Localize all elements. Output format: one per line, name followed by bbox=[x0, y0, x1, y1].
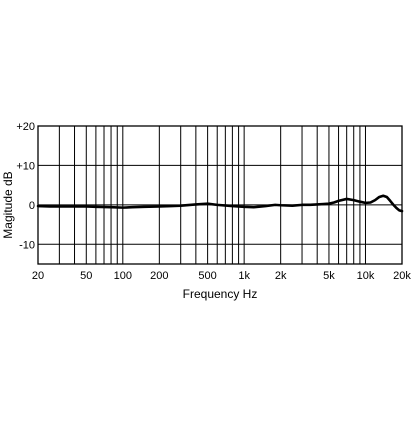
plot-border bbox=[37, 125, 403, 265]
plot-frame bbox=[37, 125, 403, 265]
y-axis-label: Magitude dB bbox=[1, 171, 15, 238]
y-tick-label: +10 bbox=[16, 160, 35, 172]
grid bbox=[38, 126, 402, 264]
x-tick-label: 20 bbox=[32, 270, 44, 282]
series-layer bbox=[36, 194, 404, 213]
y-tick-label: 0 bbox=[29, 200, 35, 212]
x-tick-label: 2k bbox=[275, 270, 287, 282]
x-tick-label: 1k bbox=[238, 270, 250, 282]
y-tick-label: +20 bbox=[16, 121, 35, 133]
x-tick-label: 500 bbox=[198, 270, 216, 282]
x-tick-label: 10k bbox=[357, 270, 375, 282]
x-tick-labels: 20 50 100 200 500 1k 2k 5k 10k 20k bbox=[32, 270, 411, 282]
x-axis-label: Frequency Hz bbox=[183, 287, 258, 301]
response-curve bbox=[36, 194, 404, 213]
y-tick-label: -10 bbox=[19, 239, 35, 251]
x-tick-label: 100 bbox=[114, 270, 132, 282]
x-tick-label: 20k bbox=[393, 270, 411, 282]
x-tick-label: 50 bbox=[80, 270, 92, 282]
x-tick-label: 5k bbox=[323, 270, 335, 282]
x-tick-label: 200 bbox=[150, 270, 168, 282]
y-tick-labels: +20 +10 0 -10 bbox=[16, 121, 35, 251]
